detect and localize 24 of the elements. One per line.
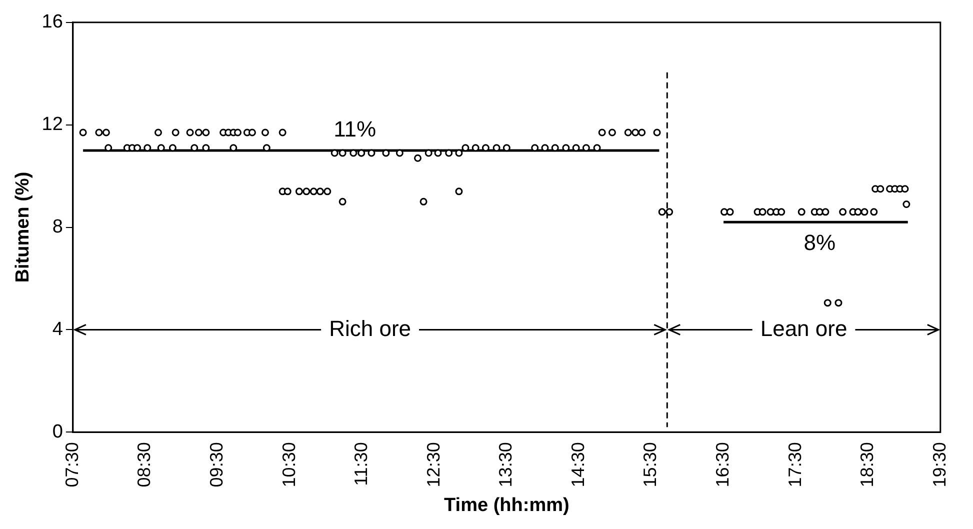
- x-tick-label: 11:30: [351, 442, 372, 486]
- x-tick-label: 14:30: [568, 442, 588, 488]
- x-tick-label: 09:30: [206, 442, 226, 488]
- x-tick-label: 13:30: [496, 442, 516, 488]
- y-axis-title: Bitumen (%): [12, 172, 34, 283]
- x-tick-label: 19:30: [929, 442, 950, 488]
- x-tick-label: 08:30: [134, 442, 154, 488]
- x-tick-label: 07:30: [62, 442, 82, 488]
- x-axis-title: Time (hh:mm): [444, 494, 570, 516]
- annotation: 8%: [804, 230, 836, 256]
- x-tick-label: 15:30: [640, 442, 660, 488]
- x-tick-label: 10:30: [278, 442, 299, 488]
- annotation: Lean ore: [760, 316, 848, 341]
- x-tick-label: 18:30: [857, 442, 878, 488]
- y-tick-label: 0: [52, 421, 63, 442]
- annotation: 11%: [334, 116, 376, 142]
- x-tick-label: 12:30: [423, 442, 444, 488]
- y-tick-label: 12: [42, 114, 63, 136]
- y-tick-label: 8: [52, 216, 63, 238]
- annotation: Rich ore: [329, 316, 411, 341]
- x-tick-label: 17:30: [784, 442, 805, 488]
- y-tick-label: 4: [52, 318, 64, 340]
- x-tick-label: 16:30: [712, 442, 732, 488]
- y-tick-label: 16: [42, 12, 63, 33]
